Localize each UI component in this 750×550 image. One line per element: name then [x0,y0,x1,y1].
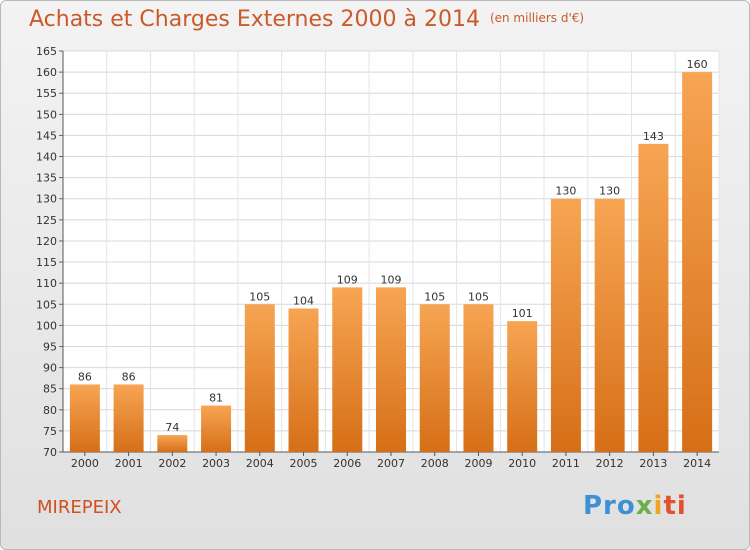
y-tick-label: 70 [43,446,57,459]
x-tick-label: 2014 [683,457,711,470]
x-tick-label: 2002 [158,457,186,470]
bar [157,435,188,452]
bar [550,198,581,452]
bar [376,287,406,452]
y-tick-label: 90 [43,362,57,375]
y-tick-label: 120 [36,235,57,248]
bar [463,304,494,452]
data-label: 160 [687,58,708,71]
y-tick-label: 100 [36,319,57,332]
bar [419,304,450,452]
x-tick-label: 2011 [552,457,580,470]
data-label: 109 [337,273,358,286]
bar [244,304,275,452]
bar [638,143,669,452]
chart-title-text: Achats et Charges Externes 2000 à 2014 [29,7,480,32]
x-tick-label: 2005 [290,457,318,470]
data-label: 130 [555,185,576,198]
city-label: MIREPEIX [37,497,122,518]
x-tick-label: 2000 [71,457,99,470]
y-tick-label: 130 [36,193,57,206]
bar [507,321,538,452]
chart-title: Achats et Charges Externes 2000 à 2014 (e… [29,7,584,32]
data-label: 104 [293,294,314,307]
x-tick-label: 2001 [115,457,143,470]
bar [201,405,232,452]
x-tick-label: 2004 [246,457,274,470]
bar [682,72,713,453]
data-label: 86 [78,370,92,383]
y-tick-label: 75 [43,425,57,438]
data-label: 74 [165,421,179,434]
data-label: 81 [209,392,223,405]
data-label: 105 [424,290,445,303]
y-tick-label: 165 [36,45,57,58]
data-label: 109 [381,273,402,286]
x-tick-label: 2009 [464,457,492,470]
y-tick-label: 105 [36,298,57,311]
x-tick-label: 2010 [508,457,536,470]
x-tick-label: 2003 [202,457,230,470]
y-tick-label: 80 [43,404,57,417]
proxiti-logo: Proxiti [583,491,687,521]
y-tick-label: 125 [36,214,57,227]
bar [594,198,625,452]
data-label: 105 [249,290,270,303]
x-tick-label: 2006 [333,457,361,470]
data-label: 101 [512,307,533,320]
x-tick-label: 2008 [421,457,449,470]
data-label: 130 [599,185,620,198]
data-label: 105 [468,290,489,303]
y-tick-label: 115 [36,256,57,269]
data-label: 143 [643,130,664,143]
bar [332,287,363,452]
data-label: 86 [122,370,136,383]
x-tick-label: 2012 [596,457,624,470]
y-tick-label: 145 [36,129,57,142]
x-tick-label: 2007 [377,457,405,470]
y-tick-label: 140 [36,151,57,164]
bar [69,384,100,452]
y-tick-label: 160 [36,66,57,79]
bar [113,384,144,452]
y-tick-label: 155 [36,87,57,100]
y-tick-label: 110 [36,277,57,290]
chart-unit: (en milliers d'€) [489,11,585,25]
bar [288,308,319,452]
y-tick-label: 150 [36,108,57,121]
y-tick-label: 85 [43,383,57,396]
y-tick-label: 95 [43,340,57,353]
x-tick-label: 2013 [639,457,667,470]
y-tick-label: 135 [36,172,57,185]
